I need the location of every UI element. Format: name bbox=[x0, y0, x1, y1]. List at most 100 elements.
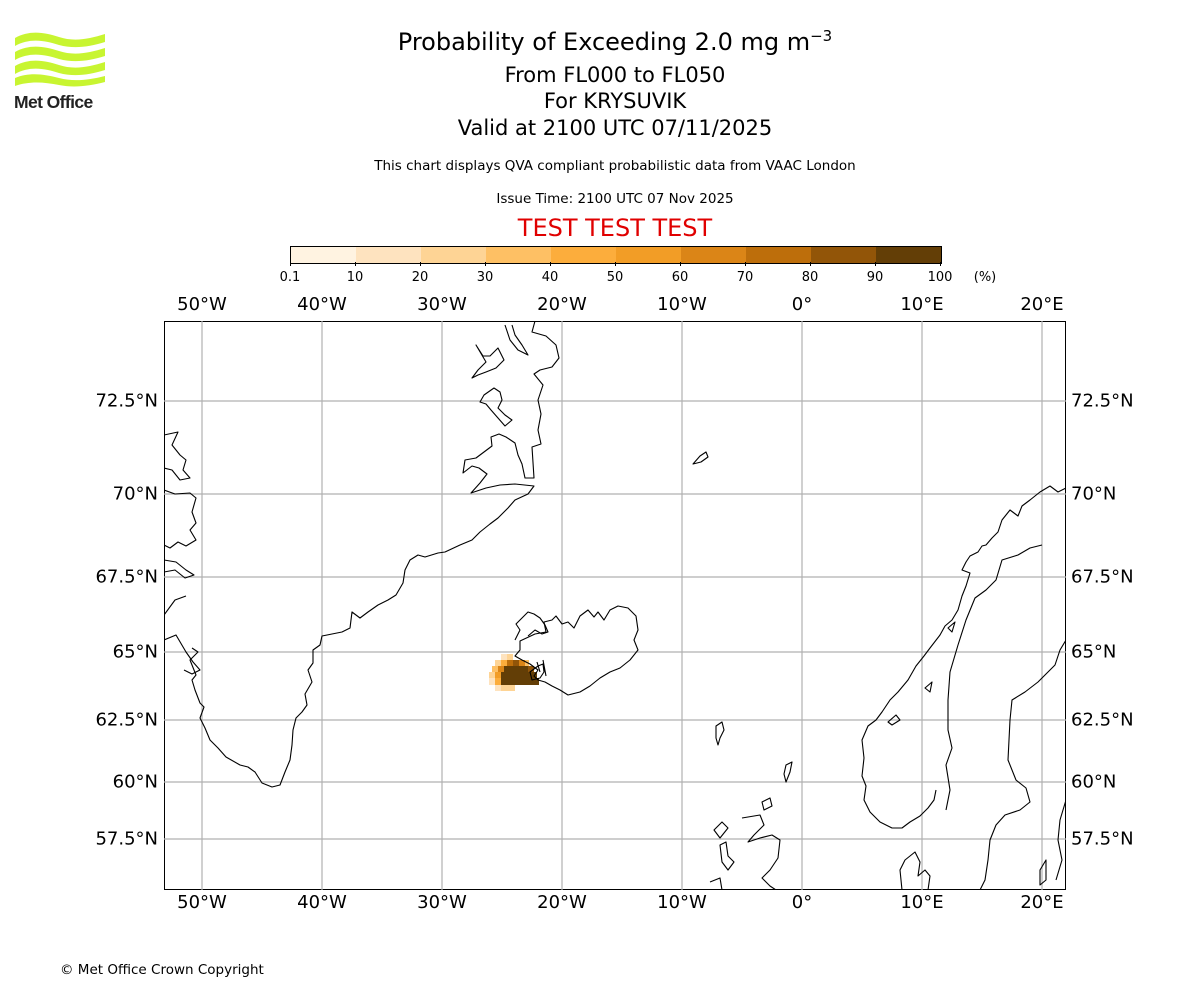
latitude-label-left: 72.5°N bbox=[95, 390, 158, 412]
latitude-label-right: 57.5°N bbox=[1071, 828, 1134, 850]
longitude-label-top: 30°W bbox=[417, 294, 467, 315]
longitude-label-bottom: 10°E bbox=[900, 892, 944, 913]
latitude-label-right: 62.5°N bbox=[1071, 709, 1134, 731]
map-panel bbox=[164, 321, 1066, 890]
colorbar-tick-label: 30 bbox=[476, 270, 494, 285]
logo-text: Met Office bbox=[14, 92, 93, 112]
colorbar-segment bbox=[876, 247, 941, 263]
colorbar-segment bbox=[291, 247, 356, 263]
latitude-label-left: 62.5°N bbox=[95, 709, 158, 731]
latitude-label-left: 57.5°N bbox=[95, 828, 158, 850]
chart-description: This chart displays QVA compliant probab… bbox=[374, 158, 856, 174]
shetland bbox=[783, 761, 793, 783]
colorbar-tick-label: 20 bbox=[411, 270, 429, 285]
coastlines bbox=[164, 321, 1066, 890]
longitude-label-bottom: 30°W bbox=[417, 892, 467, 913]
title-text: Probability of Exceeding 2.0 mg m bbox=[397, 28, 811, 56]
latitude-label-right: 65°N bbox=[1071, 641, 1117, 663]
longitude-label-top: 50°W bbox=[177, 294, 227, 315]
wave-logo-icon bbox=[15, 32, 105, 87]
colorbar-tick bbox=[485, 262, 486, 266]
colorbar-tick bbox=[550, 262, 551, 266]
colorbar-tick bbox=[680, 262, 681, 266]
greenland-fjord-1 bbox=[471, 344, 505, 379]
colorbar-tick bbox=[940, 262, 941, 266]
jan-mayen bbox=[692, 451, 709, 465]
colorbar-tick-label: 70 bbox=[736, 270, 754, 285]
scotland-coast bbox=[741, 814, 781, 890]
gotland bbox=[1039, 859, 1047, 886]
iceland-coast bbox=[514, 605, 639, 696]
baffin-coast-5 bbox=[164, 634, 201, 675]
colorbar-segment bbox=[746, 247, 811, 263]
longitude-label-top: 10°W bbox=[657, 294, 707, 315]
baffin-coast-1 bbox=[164, 431, 191, 481]
greenland-east-coast bbox=[189, 321, 560, 788]
colorbar-tick bbox=[290, 262, 291, 266]
longitude-label-bottom: 10°W bbox=[657, 892, 707, 913]
latitude-label-left: 67.5°N bbox=[95, 566, 158, 588]
latitude-label-right: 70°N bbox=[1071, 483, 1117, 505]
colorbar-tick-label: 50 bbox=[606, 270, 624, 285]
colorbar-tick-label: 10 bbox=[346, 270, 364, 285]
colorbar-segment bbox=[486, 247, 551, 263]
baffin-coast-3 bbox=[164, 559, 195, 579]
longitude-label-top: 20°W bbox=[537, 294, 587, 315]
valid-time: Valid at 2100 UTC 07/11/2025 bbox=[457, 116, 773, 140]
latitude-label-right: 60°N bbox=[1071, 771, 1117, 793]
krysuvik-marker bbox=[529, 659, 547, 681]
sweden-coast bbox=[979, 639, 1066, 890]
latitude-label-right: 72.5°N bbox=[1071, 390, 1134, 412]
longitude-label-bottom: 50°W bbox=[177, 892, 227, 913]
colorbar-tick-label: 60 bbox=[671, 270, 689, 285]
title-superscript: −3 bbox=[810, 27, 833, 45]
colorbar-segment bbox=[616, 247, 681, 263]
iceland-westfjords bbox=[514, 611, 549, 641]
longitude-label-top: 0° bbox=[791, 294, 813, 315]
copyright-notice: © Met Office Crown Copyright bbox=[60, 962, 264, 978]
baffin-coast-2 bbox=[164, 489, 197, 549]
colorbar-tick bbox=[810, 262, 811, 266]
colorbar-unit: (%) bbox=[973, 270, 997, 285]
chart-title: Probability of Exceeding 2.0 mg m−3 bbox=[0, 27, 1200, 56]
colorbar-tick-label: 0.1 bbox=[279, 270, 301, 285]
faroe-islands bbox=[715, 721, 725, 746]
longitude-label-bottom: 20°W bbox=[537, 892, 587, 913]
colorbar-segment bbox=[811, 247, 876, 263]
colorbar-segment bbox=[356, 247, 421, 263]
latitude-label-left: 70°N bbox=[112, 483, 158, 505]
latitude-label-left: 65°N bbox=[112, 641, 158, 663]
met-office-logo: Met Office bbox=[14, 30, 109, 112]
colorbar-tick bbox=[875, 262, 876, 266]
longitude-label-top: 10°E bbox=[900, 294, 944, 315]
volcano-name: For KRYSUVIK bbox=[543, 89, 687, 113]
longitude-label-bottom: 0° bbox=[791, 892, 813, 913]
orkney bbox=[761, 797, 773, 811]
colorbar-segment bbox=[421, 247, 486, 263]
greenland-fjord-2 bbox=[479, 387, 513, 427]
colorbar-tick-label: 90 bbox=[866, 270, 884, 285]
map-canvas bbox=[164, 321, 1066, 890]
longitude-label-bottom: 20°E bbox=[1020, 892, 1064, 913]
longitude-label-top: 20°E bbox=[1020, 294, 1064, 315]
colorbar bbox=[290, 246, 942, 264]
colorbar-tick bbox=[355, 262, 356, 266]
colorbar-segment bbox=[551, 247, 616, 263]
norway-sweden-border bbox=[945, 544, 1043, 811]
colorbar-tick bbox=[615, 262, 616, 266]
test-banner: TEST TEST TEST bbox=[517, 214, 713, 242]
latitude-label-right: 67.5°N bbox=[1071, 566, 1134, 588]
norway-coast bbox=[861, 485, 1066, 829]
greenland-fjord-3 bbox=[504, 324, 529, 356]
colorbar-tick-label: 100 bbox=[927, 270, 953, 285]
longitude-label-top: 40°W bbox=[297, 294, 347, 315]
longitude-label-bottom: 40°W bbox=[297, 892, 347, 913]
latitude-label-left: 60°N bbox=[112, 771, 158, 793]
flight-level-range: From FL000 to FL050 bbox=[504, 63, 726, 87]
finland-coast bbox=[1055, 799, 1066, 881]
hebrides bbox=[709, 821, 735, 890]
denmark-jutland bbox=[899, 851, 931, 890]
colorbar-tick bbox=[420, 262, 421, 266]
norway-islands bbox=[887, 621, 956, 726]
gridlines bbox=[164, 321, 1066, 890]
